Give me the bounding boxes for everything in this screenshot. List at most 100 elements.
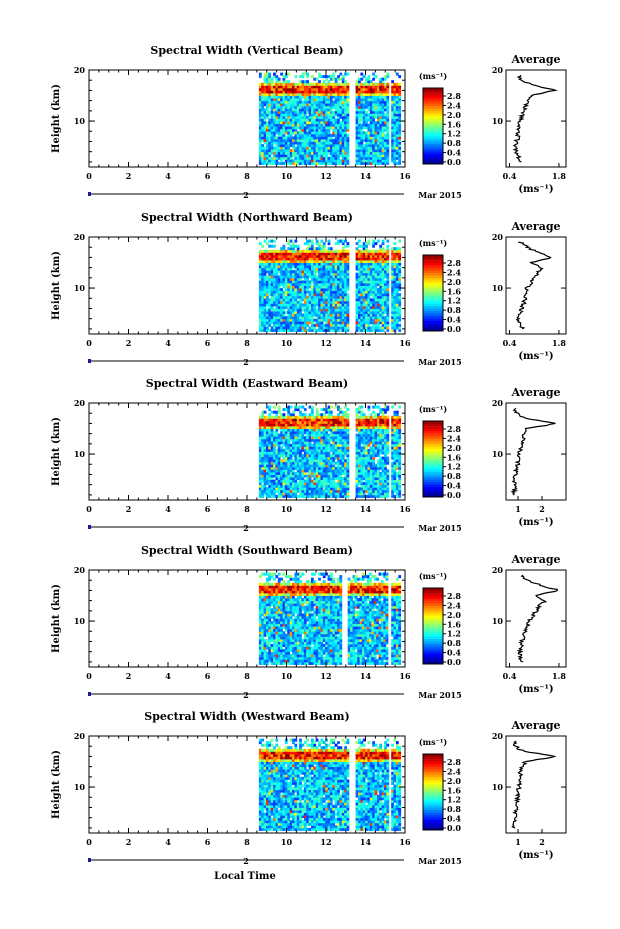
heatmap-cell [277, 326, 281, 330]
heatmap-cell [369, 254, 373, 258]
heatmap-cell [306, 433, 309, 437]
heatmap-cell [299, 300, 302, 304]
heatmap-cell [334, 156, 338, 160]
heatmap-cell [339, 149, 343, 153]
heatmap-cell [318, 113, 321, 117]
heatmap-cell [372, 131, 375, 135]
heatmap-cell [287, 311, 291, 314]
heatmap-cell [346, 298, 350, 302]
heatmap-cell [289, 469, 293, 473]
heatmap-cell [287, 484, 291, 488]
heatmap-cell [306, 487, 309, 491]
heatmap-cell [292, 443, 295, 447]
heatmap-cell [292, 471, 295, 475]
heatmap-cell [287, 446, 291, 450]
heatmap-cell [261, 85, 264, 89]
heatmap-cell [258, 257, 262, 261]
heatmap-cell [282, 285, 286, 289]
heatmap-cell [381, 311, 385, 314]
heatmap-cell [277, 133, 281, 137]
heatmap-cell [284, 438, 288, 442]
colorbar-swatch [423, 133, 443, 137]
heatmap-cell [261, 308, 264, 312]
heatmap-cell [292, 118, 295, 122]
heatmap-cell [275, 265, 279, 269]
heatmap-cell [306, 428, 309, 432]
heatmap-cell [294, 260, 298, 263]
heatmap-cell [270, 459, 274, 463]
heatmap-cell [379, 249, 383, 253]
heatmap-cell [398, 151, 402, 155]
heatmap-cell [398, 100, 402, 104]
heatmap-cell [296, 126, 300, 130]
heatmap-cell [284, 98, 288, 102]
heatmap-cell [284, 87, 288, 91]
heatmap-cell [327, 128, 331, 132]
heatmap-cell [294, 308, 298, 312]
heatmap-cell [284, 136, 288, 140]
heatmap-cell [282, 277, 286, 281]
heatmap-cell [398, 149, 402, 153]
heatmap-cell [268, 311, 272, 314]
heatmap-cell [320, 413, 324, 417]
heatmap-cell [280, 484, 283, 488]
heatmap-cell [384, 323, 387, 327]
heatmap-cell [372, 118, 375, 122]
heatmap-cell [346, 113, 350, 117]
date-label: Mar 2015 [418, 357, 461, 367]
heatmap-cell [374, 313, 378, 317]
heatmap-cell [258, 161, 262, 165]
heatmap-cell [386, 303, 390, 307]
heatmap-cell [287, 303, 291, 307]
heatmap-cell [311, 138, 314, 142]
heatmap-cell [367, 75, 371, 79]
heatmap-cell [320, 133, 324, 137]
heatmap-cell [386, 262, 390, 266]
colorbar-swatch [423, 100, 443, 104]
heatmap-cell [339, 87, 343, 91]
heatmap-cell [263, 466, 267, 470]
heatmap-cell [379, 105, 383, 109]
heatmap-cell [322, 484, 326, 488]
heatmap-cell [268, 471, 272, 475]
heatmap-cell [289, 128, 293, 132]
heatmap-cell [322, 95, 326, 99]
heatmap-cell [379, 316, 383, 320]
heatmap-cell [311, 454, 314, 458]
heatmap-cell [322, 249, 326, 253]
heatmap-cell [268, 113, 272, 117]
heatmap-cell [339, 295, 343, 299]
heatmap-cell [339, 110, 343, 114]
heatmap-cell [315, 451, 319, 455]
heatmap-cell [374, 267, 378, 271]
heatmap-cell [301, 146, 305, 150]
heatmap-cell [282, 80, 286, 84]
heatmap-cell [337, 323, 340, 327]
heatmap-cell [332, 311, 336, 314]
heatmap-cell [289, 239, 293, 243]
heatmap-cell [360, 244, 364, 248]
heatmap-cell [268, 316, 272, 320]
heatmap-cell [266, 98, 269, 102]
heatmap-cell [374, 110, 378, 114]
heatmap-cell [303, 262, 307, 266]
heatmap-cell [287, 328, 291, 332]
heatmap-cell [329, 75, 333, 79]
heatmap-cell [292, 242, 295, 246]
heatmap-cell [308, 311, 312, 314]
heatmap-cell [334, 260, 338, 263]
heatmap-cell [266, 77, 269, 81]
heatmap-cell [379, 161, 383, 165]
heatmap-cell [270, 146, 274, 150]
heatmap-cell [360, 72, 364, 76]
heatmap-cell [320, 252, 324, 256]
heatmap-cell [360, 100, 364, 104]
heatmap-cell [311, 298, 314, 302]
heatmap-cell [287, 87, 291, 91]
heatmap-cell [374, 300, 378, 304]
heatmap-cell [386, 136, 390, 140]
heatmap-cell [398, 313, 402, 317]
heatmap-cell [261, 115, 264, 119]
heatmap-cell [341, 108, 345, 112]
heatmap-cell [268, 313, 272, 317]
